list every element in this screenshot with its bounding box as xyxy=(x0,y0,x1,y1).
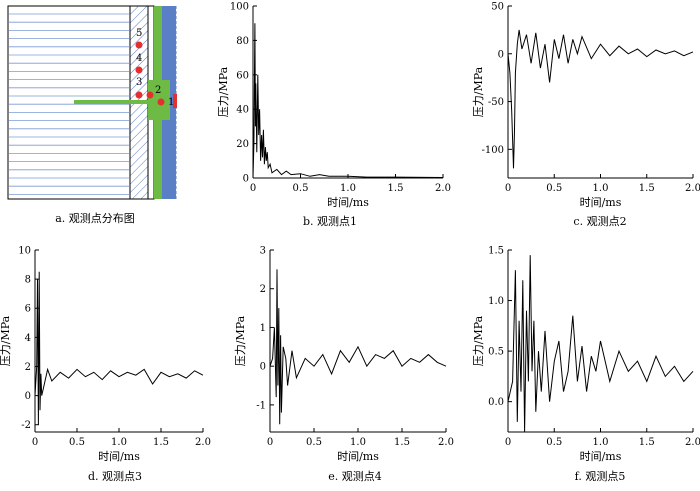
y-tick-label: 60 xyxy=(236,70,249,81)
y-tick-label: 1 xyxy=(260,323,266,334)
x-tick-label: 0 xyxy=(250,183,256,194)
chart-e: 0 0.5 1.0 1.5 2.0 -1 0 1 2 3 时间/ms 压力/MPa e. 观测点4 xyxy=(234,246,454,484)
y-tick-label: 100 xyxy=(230,2,249,13)
y-axis-label: 压力/MPa xyxy=(472,315,485,366)
x-tick-label: 1.0 xyxy=(350,437,366,448)
observation-point-2 xyxy=(146,91,154,99)
y-tick-label: 0 xyxy=(243,174,249,185)
x-tick-label: 1.5 xyxy=(388,183,404,194)
x-tick-label: 0.5 xyxy=(293,183,309,194)
chart-caption: c. 观测点2 xyxy=(573,215,626,228)
y-tick-label: 6 xyxy=(25,304,31,315)
x-axis-label: 时间/ms xyxy=(337,450,379,463)
x-tick-label: 1.0 xyxy=(340,183,356,194)
y-tick-label: 2 xyxy=(25,362,31,373)
point-label-5: 5 xyxy=(136,28,142,39)
point-label-4: 4 xyxy=(136,53,142,64)
series-line xyxy=(269,269,447,425)
chart-f: 0 0.5 1.0 1.5 2.0 0.0 0.5 1.0 1.5 时间/ms 压力/MPa f. 观… xyxy=(472,246,700,484)
schematic-caption: a. 观测点分布图 xyxy=(55,212,135,225)
observation-point-4 xyxy=(135,66,143,74)
x-tick-label: 1.5 xyxy=(639,183,655,194)
x-tick-label: 0 xyxy=(32,437,38,448)
y-tick-label: -1 xyxy=(256,400,266,411)
y-tick-label: 0 xyxy=(498,49,504,60)
x-tick-label: 0.5 xyxy=(546,183,562,194)
y-axis-label: 压力/MPa xyxy=(0,315,12,366)
point-label-3: 3 xyxy=(136,77,142,88)
y-tick-label: 0 xyxy=(25,391,31,402)
y-tick-label: 0.5 xyxy=(488,347,504,358)
x-tick-label: 0.5 xyxy=(306,437,322,448)
y-tick-label: 0 xyxy=(260,362,266,373)
red-marker xyxy=(173,94,177,108)
x-tick-label: 0 xyxy=(267,437,273,448)
x-tick-label: 0 xyxy=(505,437,511,448)
x-tick-label: 0.5 xyxy=(546,437,562,448)
x-tick-label: 0.5 xyxy=(69,437,85,448)
series-line xyxy=(252,23,444,179)
y-axis-label: 压力/MPa xyxy=(472,66,485,117)
x-tick-label: 1.5 xyxy=(394,437,410,448)
x-tick-label: 1.0 xyxy=(593,183,609,194)
x-tick-label: 1.5 xyxy=(153,437,169,448)
y-tick-label: 1.0 xyxy=(488,296,504,307)
x-tick-label: 2.0 xyxy=(685,183,700,194)
x-tick-label: 0 xyxy=(505,183,511,194)
series-line xyxy=(507,29,694,169)
chart-b: 0 0.5 1.0 1.5 2.0 0 20 40 60 80 100 时间/ms 压力/MPa b. 观… xyxy=(217,2,451,229)
fluid-grid-lines xyxy=(9,13,129,195)
chart-caption: e. 观测点4 xyxy=(328,470,382,483)
green-rod xyxy=(74,100,154,104)
observation-point-3 xyxy=(135,91,143,99)
point-label-2: 2 xyxy=(155,85,161,96)
chart-caption: d. 观测点3 xyxy=(88,470,142,483)
y-tick-label: 40 xyxy=(236,105,249,116)
x-tick-label: 1.0 xyxy=(111,437,127,448)
chart-caption: f. 观测点5 xyxy=(575,470,626,483)
y-tick-label: 20 xyxy=(236,139,249,150)
y-tick-label: 50 xyxy=(491,2,504,13)
point-label-1: 1 xyxy=(168,97,174,108)
x-axis-label: 时间/ms xyxy=(580,196,622,209)
y-tick-label: 80 xyxy=(236,36,249,47)
chart-caption: b. 观测点1 xyxy=(303,215,357,228)
y-axis-label: 压力/MPa xyxy=(234,315,247,366)
y-tick-label: 10 xyxy=(18,246,31,257)
series-line xyxy=(507,255,694,433)
x-tick-label: 2.0 xyxy=(195,437,211,448)
x-tick-label: 2.0 xyxy=(685,437,700,448)
chart-c: 0 0.5 1.0 1.5 2.0 -100 -50 0 50 时间/ms 压力/MPa c. 观测点… xyxy=(472,2,700,229)
observation-point-1 xyxy=(157,98,165,106)
x-axis-label: 时间/ms xyxy=(580,450,622,463)
y-tick-label: 1.5 xyxy=(488,246,504,257)
y-tick-label: 8 xyxy=(25,275,31,286)
y-axis-label: 压力/MPa xyxy=(217,66,230,117)
y-tick-label: -50 xyxy=(488,97,504,108)
x-axis-label: 时间/ms xyxy=(327,196,369,209)
y-tick-label: -2 xyxy=(21,420,31,431)
x-tick-label: 2.0 xyxy=(438,437,454,448)
y-tick-label: 3 xyxy=(260,246,266,257)
y-tick-label: 0.0 xyxy=(488,397,504,408)
observation-point-5 xyxy=(135,41,143,49)
x-tick-label: 1.5 xyxy=(639,437,655,448)
y-tick-label: 2 xyxy=(260,284,266,295)
y-tick-label: 4 xyxy=(25,333,31,344)
x-axis-label: 时间/ms xyxy=(98,450,140,463)
x-tick-label: 1.0 xyxy=(593,437,609,448)
x-tick-label: 2.0 xyxy=(435,183,451,194)
y-tick-label: -100 xyxy=(482,145,504,156)
schematic-diagram: 1 2 3 4 5 a. 观测点分布图 xyxy=(7,5,177,225)
series-line xyxy=(34,271,204,425)
